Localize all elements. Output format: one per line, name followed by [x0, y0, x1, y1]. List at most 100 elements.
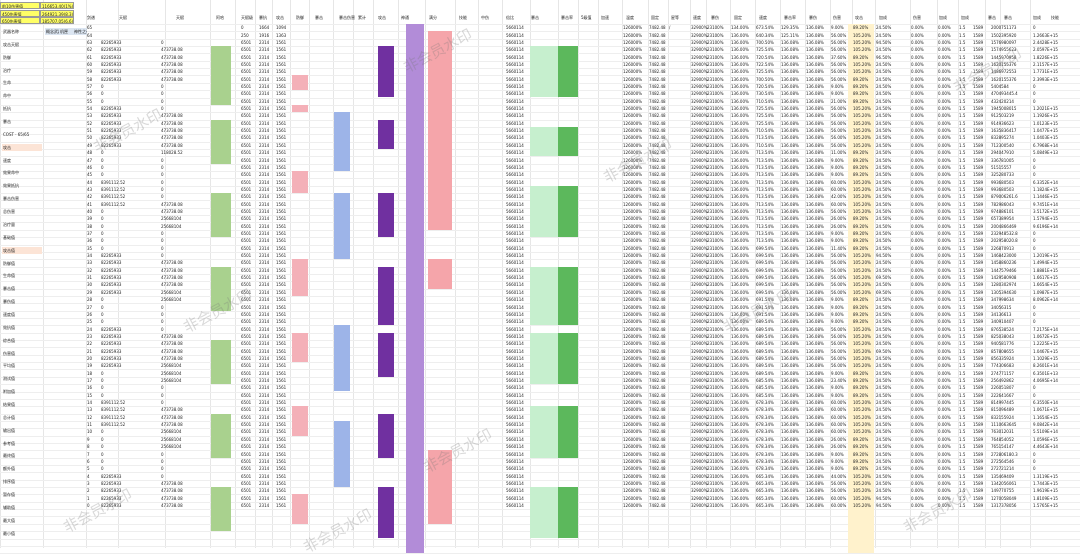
- left-label-cell[interactable]: 最大值: [3, 517, 15, 523]
- damage-base-cell[interactable]: [100, 24, 128, 31]
- stat-value-cell[interactable]: 5660114: [506, 128, 524, 134]
- hp-cell[interactable]: 1561: [276, 128, 287, 134]
- total-pct-cell[interactable]: 689.54%: [756, 363, 774, 369]
- attack-cell[interactable]: 6501: [241, 98, 252, 104]
- attack-cell[interactable]: 6501: [241, 54, 252, 60]
- marker-cell[interactable]: [668, 487, 678, 494]
- row-index-cell[interactable]: 41: [87, 201, 93, 207]
- defense-cell[interactable]: 2314: [259, 61, 270, 67]
- bonus-cell[interactable]: 0: [161, 172, 164, 178]
- total-pct-cell[interactable]: 710.54%: [756, 142, 774, 148]
- resist-pct-cell[interactable]: 24.50%: [876, 378, 892, 383]
- defense-cell[interactable]: 2314: [259, 385, 270, 391]
- crit-dmg-cell[interactable]: 23100%: [707, 333, 724, 339]
- resist-pct-cell[interactable]: 24.50%: [876, 392, 892, 398]
- def-pct-cell[interactable]: 136.08%: [806, 106, 824, 112]
- row-index-cell[interactable]: 38: [87, 223, 93, 229]
- zero-pct-cell-b[interactable]: 0.00%: [938, 172, 951, 178]
- bonus-cell[interactable]: 473738.08: [161, 488, 183, 494]
- hp-cell[interactable]: 1561: [276, 289, 287, 295]
- zero-pct-cell[interactable]: 0.00%: [911, 267, 924, 273]
- skill-pct-cell[interactable]: 136.08%: [781, 429, 799, 435]
- crit-rate-cell[interactable]: 32900%: [691, 444, 708, 450]
- damage-base-cell[interactable]: 0: [101, 238, 104, 244]
- bonus-cell[interactable]: 25668104: [161, 429, 182, 435]
- skill-pct-cell[interactable]: 136.08%: [781, 275, 799, 281]
- column-header[interactable]: 伤害: [833, 15, 841, 20]
- crit-dmg-cell[interactable]: 23100%: [707, 326, 724, 332]
- damage-final-cell[interactable]: 0: [1033, 84, 1036, 89]
- crit-dmg-cell[interactable]: 23100%: [707, 223, 724, 229]
- speed-pct-cell[interactable]: 60.00%: [831, 407, 847, 413]
- zero-pct-cell[interactable]: 0.00%: [911, 289, 924, 295]
- zero-pct-cell-b[interactable]: 0.00%: [938, 238, 951, 244]
- stat-value-cell[interactable]: 5660114: [506, 84, 524, 89]
- base-cell[interactable]: 1589: [973, 289, 984, 295]
- skill-pct-cell[interactable]: 136.08%: [781, 47, 799, 53]
- bonus-cell[interactable]: 473738.08: [161, 69, 183, 75]
- defense-cell[interactable]: 2314: [259, 172, 270, 178]
- speed-pct-cell[interactable]: 60.00%: [831, 186, 847, 192]
- ratio-cell[interactable]: 7482.48: [649, 54, 666, 60]
- stat-value-cell[interactable]: 5660114: [506, 502, 524, 508]
- crit-rate-cell[interactable]: 32900%: [691, 164, 708, 170]
- stat-value-cell[interactable]: 5660114: [506, 164, 524, 170]
- skill-pct-cell[interactable]: 136.08%: [781, 370, 799, 376]
- crit-rate-cell[interactable]: 32900%: [691, 179, 708, 185]
- bonus-cell[interactable]: 0: [161, 231, 164, 236]
- effect-pct-cell[interactable]: 105.20%: [853, 355, 871, 361]
- speed-pct-cell[interactable]: 9.00%: [831, 370, 844, 376]
- left-label-cell[interactable]: 武器名称: [3, 29, 19, 34]
- resist-pct-cell[interactable]: 24.50%: [876, 400, 892, 406]
- bonus-cell[interactable]: 473738.08: [161, 120, 183, 126]
- resist-pct-cell[interactable]: 24.50%: [876, 47, 892, 53]
- damage-base-cell[interactable]: 82265933: [101, 54, 122, 60]
- marker-cell[interactable]: [668, 355, 678, 362]
- total-pct-cell[interactable]: 713.54%: [756, 150, 774, 156]
- attack-cell[interactable]: 6501: [241, 194, 252, 200]
- multiplier-cell[interactable]: 1.5: [959, 311, 966, 317]
- bonus-pct-cell[interactable]: 136.00%: [731, 98, 749, 104]
- multiplier-cell[interactable]: 1.5: [959, 39, 966, 45]
- ratio-cell[interactable]: 7482.48: [649, 84, 666, 89]
- bonus-cell[interactable]: 473738.08: [161, 495, 183, 501]
- effect-pct-cell[interactable]: 105.20%: [853, 289, 871, 295]
- hp-cell[interactable]: 1561: [276, 422, 287, 428]
- bonus-cell[interactable]: 118028.52: [161, 150, 183, 156]
- speed-pct-cell[interactable]: 56.00%: [831, 275, 847, 281]
- base-cell[interactable]: 1589: [973, 231, 984, 236]
- row-index-cell[interactable]: 29: [87, 289, 93, 295]
- base-cell[interactable]: 1589: [973, 458, 984, 464]
- damage-base-cell[interactable]: 0: [101, 216, 104, 222]
- skill-pct-cell[interactable]: 136.08%: [781, 385, 799, 391]
- crit-rate-cell[interactable]: 32900%: [691, 502, 708, 508]
- column-header[interactable]: 暴击: [988, 15, 996, 20]
- crit-rate-cell[interactable]: 32900%: [691, 429, 708, 435]
- bonus-cell[interactable]: 473738.08: [161, 422, 183, 428]
- row-index-cell[interactable]: 61: [87, 54, 93, 60]
- effect-pct-cell[interactable]: 105.20%: [853, 201, 871, 207]
- base-cell[interactable]: 1589: [973, 179, 984, 185]
- percent-cell[interactable]: 126000%: [623, 297, 643, 303]
- column-header[interactable]: 温度: [626, 15, 634, 20]
- percent-cell[interactable]: 126000%: [623, 231, 643, 236]
- stat-value-cell[interactable]: 5660114: [506, 91, 524, 97]
- damage-base-cell[interactable]: 0: [101, 208, 104, 214]
- speed-pct-cell[interactable]: 56.00%: [831, 113, 847, 119]
- damage-base-cell[interactable]: 8391112.52: [101, 201, 126, 207]
- defense-cell[interactable]: 2314: [259, 208, 270, 214]
- crit-rate-cell[interactable]: 32900%: [691, 392, 708, 398]
- damage-final-cell[interactable]: 0: [1033, 98, 1036, 104]
- attack-cell[interactable]: 6501: [241, 436, 252, 442]
- crit-rate-cell[interactable]: 32900%: [691, 267, 708, 273]
- speed-pct-cell[interactable]: 56.00%: [831, 61, 847, 67]
- effect-pct-cell[interactable]: 105.20%: [853, 39, 871, 45]
- damage-final-cell[interactable]: 1.0403E+15: [1033, 135, 1058, 141]
- hp-cell[interactable]: 1561: [276, 502, 287, 508]
- damage-final-cell[interactable]: 1.2021E+15: [1033, 106, 1058, 112]
- multiplier-cell[interactable]: 1.5: [959, 186, 966, 192]
- damage-total-cell[interactable]: 1447579466: [991, 267, 1017, 273]
- damage-final-cell[interactable]: 0: [1033, 164, 1036, 170]
- damage-base-cell[interactable]: 0: [101, 304, 104, 310]
- row-index-cell[interactable]: 8: [87, 444, 90, 450]
